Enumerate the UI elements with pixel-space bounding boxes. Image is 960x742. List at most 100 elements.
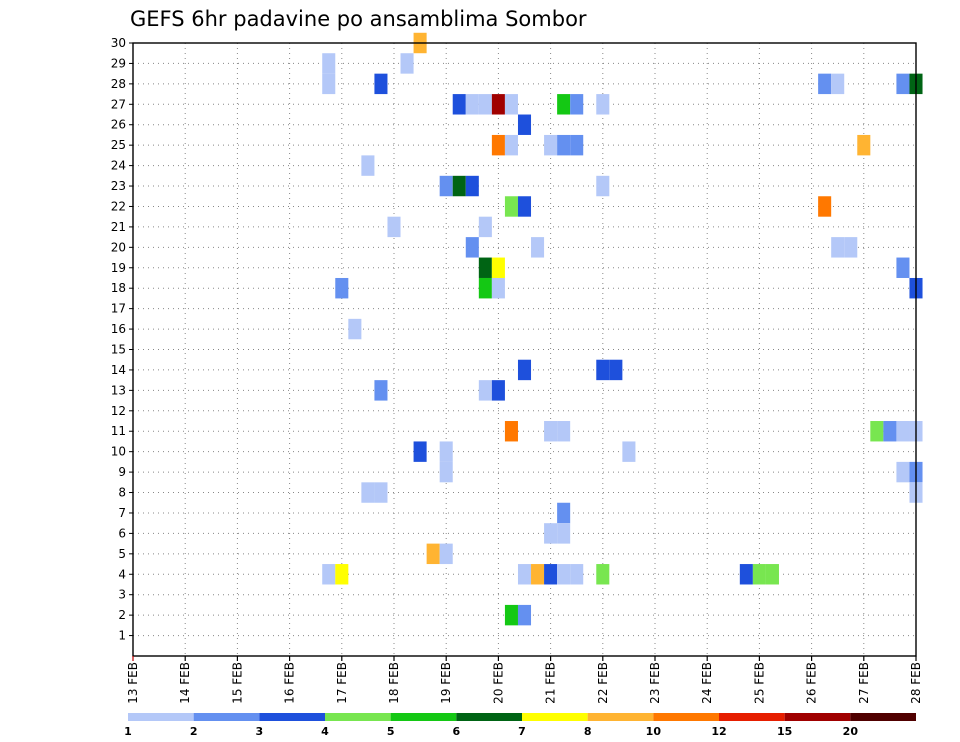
colorbar-label: 3: [256, 725, 264, 738]
y-tick-label: 21: [111, 220, 126, 234]
colorbar-swatch: [128, 713, 194, 721]
heatmap-cell: [491, 380, 505, 401]
heatmap-cell: [517, 604, 532, 626]
colorbar-label: 1: [124, 725, 132, 738]
y-tick-label: 28: [111, 77, 126, 91]
heatmap-cell: [870, 421, 884, 442]
heatmap-cell: [478, 380, 492, 401]
heatmap-cells: [322, 32, 923, 626]
chart-title: GEFS 6hr padavine po ansamblima Sombor: [130, 7, 587, 31]
x-tick-label: 21 FEB: [544, 662, 558, 704]
colorbar-label: 12: [711, 725, 726, 738]
heatmap-cell: [531, 564, 545, 585]
heatmap-cell: [478, 277, 492, 299]
colorbar-swatch: [719, 713, 785, 721]
heatmap-cell: [478, 216, 492, 238]
heatmap-cell: [544, 564, 558, 585]
heatmap-cell: [896, 257, 910, 278]
heatmap-cell: [596, 359, 610, 381]
heatmap-cell: [896, 461, 910, 483]
heatmap-cell: [335, 564, 349, 585]
colorbar-swatch: [850, 713, 916, 721]
heatmap-cell: [504, 94, 518, 115]
heatmap-cell: [413, 441, 427, 462]
heatmap-cell: [335, 277, 349, 299]
x-tick-label: 28 FEB: [909, 662, 923, 704]
heatmap-cell: [896, 73, 910, 95]
heatmap-cell: [831, 73, 845, 95]
heatmap-cell: [517, 114, 532, 135]
x-tick-label: 26 FEB: [805, 662, 819, 704]
heatmap-cell: [361, 155, 375, 176]
y-tick-label: 20: [111, 240, 126, 254]
heatmap-cell: [517, 359, 532, 381]
y-tick-label: 17: [111, 302, 126, 316]
heatmap-cell: [557, 564, 571, 585]
x-tick-label: 16 FEB: [283, 662, 297, 704]
heatmap-cell: [570, 134, 584, 156]
x-tick-label: 22 FEB: [596, 662, 610, 704]
heatmap-cell: [544, 134, 558, 156]
y-tick-label: 7: [118, 506, 126, 520]
heatmap-cell: [818, 196, 832, 217]
heatmap-cell: [465, 94, 479, 115]
heatmap-cell: [752, 564, 766, 585]
heatmap-cell: [504, 196, 518, 217]
heatmap-cell: [491, 94, 505, 115]
heatmap-cell: [504, 134, 518, 156]
y-tick-label: 24: [111, 159, 126, 173]
heatmap-cell: [439, 461, 453, 483]
heatmap-cell: [387, 216, 401, 238]
heatmap-cell: [596, 175, 610, 197]
y-tick-label: 16: [111, 322, 126, 336]
colorbar-swatch: [325, 713, 391, 721]
heatmap-cell: [361, 482, 375, 503]
heatmap-cell: [426, 543, 440, 565]
heatmap-cell: [544, 421, 558, 442]
y-tick-label: 2: [118, 608, 126, 622]
x-tick-label: 14 FEB: [178, 662, 192, 704]
heatmap-cell: [400, 53, 414, 74]
x-tick-label: 27 FEB: [857, 662, 871, 704]
heatmap-cell: [844, 237, 858, 258]
heatmap-cell: [857, 134, 871, 156]
y-tick-label: 23: [111, 179, 126, 193]
heatmap-cell: [557, 94, 571, 115]
y-tick-label: 12: [111, 404, 126, 418]
heatmap-cell: [544, 523, 558, 544]
colorbar-label: 15: [777, 725, 792, 738]
heatmap-cell: [322, 564, 336, 585]
colorbar-swatch: [193, 713, 260, 721]
heatmap-cell: [374, 73, 388, 95]
heatmap-cell: [491, 257, 505, 278]
colorbar-label: 20: [843, 725, 859, 738]
colorbar-label: 5: [387, 725, 395, 738]
y-tick-label: 5: [118, 547, 126, 561]
y-tick-label: 15: [111, 343, 126, 357]
x-tick-label: 17 FEB: [335, 662, 349, 704]
heatmap-cell: [531, 237, 545, 258]
heatmap-cell: [439, 543, 453, 565]
colorbar-swatch: [390, 713, 457, 721]
heatmap-cell: [596, 564, 610, 585]
y-tick-label: 29: [111, 56, 126, 70]
heatmap-cell: [557, 134, 571, 156]
y-tick-label: 30: [111, 36, 126, 50]
colorbar-label: 4: [321, 725, 329, 738]
heatmap-cell: [570, 564, 584, 585]
y-tick-label: 13: [111, 383, 126, 397]
heatmap-cell: [478, 94, 492, 115]
grid: [133, 43, 916, 656]
heatmap-cell: [374, 380, 388, 401]
y-tick-label: 26: [111, 118, 126, 132]
y-tick-label: 11: [111, 424, 126, 438]
heatmap-cell: [491, 277, 505, 299]
heatmap-cell: [465, 237, 479, 258]
x-axis: 13 FEB 14 FEB 15 FEB 16 FEB 17 FEB 18 FEB 19 F…: [126, 656, 923, 704]
heatmap-cell: [322, 53, 336, 74]
colorbar-swatch: [522, 713, 588, 721]
y-tick-label: 22: [111, 199, 126, 213]
colorbar: 1 2 3 4 5 6 7 8 10 12 15 20: [124, 713, 916, 738]
heatmap-cell: [517, 196, 532, 217]
heatmap-cell: [439, 441, 453, 462]
